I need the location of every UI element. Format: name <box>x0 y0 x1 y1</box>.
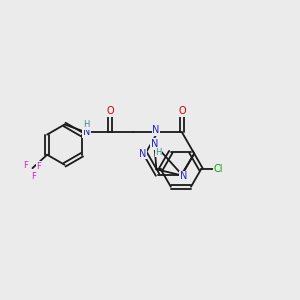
Text: H: H <box>83 120 89 129</box>
Text: N: N <box>83 128 90 137</box>
Text: N: N <box>180 171 187 181</box>
Text: N: N <box>151 139 158 149</box>
Text: Cl: Cl <box>213 164 223 174</box>
Text: N: N <box>139 148 146 159</box>
Text: H: H <box>155 148 162 157</box>
Text: O: O <box>178 106 186 116</box>
Text: F: F <box>23 161 28 170</box>
Text: N: N <box>152 125 160 135</box>
Text: F: F <box>31 172 36 181</box>
Text: O: O <box>106 106 114 116</box>
Text: F: F <box>37 162 41 171</box>
